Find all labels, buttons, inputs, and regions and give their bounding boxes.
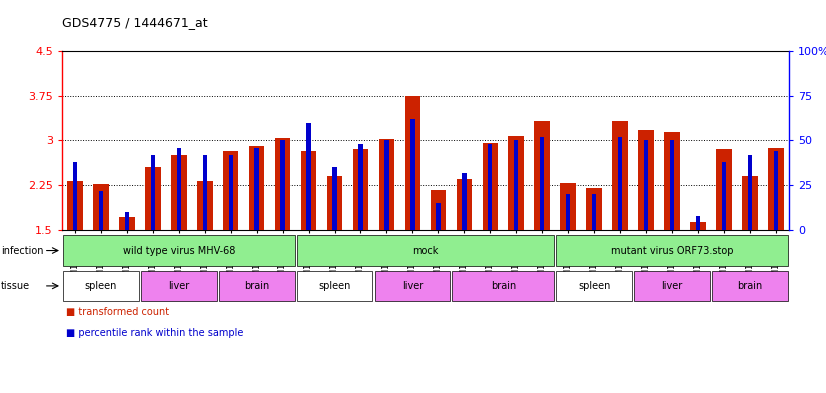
Text: GDS4775 / 1444671_at: GDS4775 / 1444671_at xyxy=(62,16,207,29)
Bar xyxy=(488,144,492,230)
Text: liver: liver xyxy=(169,281,189,291)
Bar xyxy=(358,144,363,230)
Bar xyxy=(453,270,554,301)
Bar xyxy=(430,190,446,230)
Bar xyxy=(722,162,726,230)
Bar xyxy=(540,137,544,230)
Bar xyxy=(644,140,648,230)
Bar xyxy=(177,148,181,230)
Bar xyxy=(125,212,129,230)
Bar xyxy=(384,140,388,230)
Bar xyxy=(63,235,295,266)
Bar xyxy=(436,203,440,230)
Bar xyxy=(664,132,680,230)
Bar xyxy=(612,121,628,230)
Bar xyxy=(327,176,342,230)
Text: brain: brain xyxy=(491,281,516,291)
Bar xyxy=(638,130,654,230)
Bar xyxy=(353,149,368,230)
Text: infection: infection xyxy=(1,246,43,255)
Bar xyxy=(119,217,135,230)
Bar xyxy=(150,155,155,230)
Bar xyxy=(93,184,109,230)
Bar xyxy=(566,194,570,230)
Text: brain: brain xyxy=(738,281,762,291)
Bar xyxy=(219,270,295,301)
Bar xyxy=(509,136,524,230)
Bar xyxy=(670,140,674,230)
Bar xyxy=(405,96,420,230)
Text: wild type virus MHV-68: wild type virus MHV-68 xyxy=(122,246,235,255)
Text: mutant virus ORF73.stop: mutant virus ORF73.stop xyxy=(610,246,733,255)
Bar xyxy=(281,140,285,230)
Bar xyxy=(229,155,233,230)
Bar xyxy=(145,167,160,230)
Bar xyxy=(768,148,784,230)
Bar xyxy=(514,140,519,230)
Bar xyxy=(634,270,710,301)
Text: spleen: spleen xyxy=(85,281,117,291)
Bar xyxy=(297,235,554,266)
Bar xyxy=(374,270,450,301)
Bar xyxy=(556,270,632,301)
Bar xyxy=(716,149,732,230)
Text: brain: brain xyxy=(244,281,269,291)
Bar xyxy=(742,176,757,230)
Text: liver: liver xyxy=(401,281,423,291)
Bar xyxy=(482,143,498,230)
Bar xyxy=(223,151,239,230)
Text: spleen: spleen xyxy=(318,281,351,291)
Bar xyxy=(297,270,373,301)
Bar xyxy=(332,167,337,230)
Bar xyxy=(67,181,83,230)
Text: mock: mock xyxy=(412,246,439,255)
Bar xyxy=(618,137,622,230)
Bar xyxy=(275,138,291,230)
Bar xyxy=(463,173,467,230)
Bar xyxy=(691,222,705,230)
Bar xyxy=(560,184,576,230)
Text: ■ percentile rank within the sample: ■ percentile rank within the sample xyxy=(66,328,244,338)
Bar xyxy=(141,270,216,301)
Bar xyxy=(378,139,394,230)
Bar xyxy=(301,151,316,230)
Bar xyxy=(411,119,415,230)
Bar xyxy=(534,121,550,230)
Text: ■ transformed count: ■ transformed count xyxy=(66,307,169,316)
Bar xyxy=(592,194,596,230)
Bar xyxy=(197,181,212,230)
Bar xyxy=(63,270,139,301)
Text: spleen: spleen xyxy=(578,281,610,291)
Bar xyxy=(748,155,752,230)
Bar xyxy=(457,179,472,230)
Bar xyxy=(249,146,264,230)
Bar xyxy=(586,188,602,230)
Bar xyxy=(306,123,311,230)
Bar xyxy=(73,162,77,230)
Bar xyxy=(202,155,206,230)
Text: liver: liver xyxy=(662,281,682,291)
Bar xyxy=(171,155,187,230)
Bar xyxy=(99,191,103,230)
Text: tissue: tissue xyxy=(1,281,30,291)
Bar xyxy=(712,270,788,301)
Bar xyxy=(556,235,788,266)
Bar xyxy=(254,148,259,230)
Bar xyxy=(774,151,778,230)
Bar xyxy=(695,216,700,230)
